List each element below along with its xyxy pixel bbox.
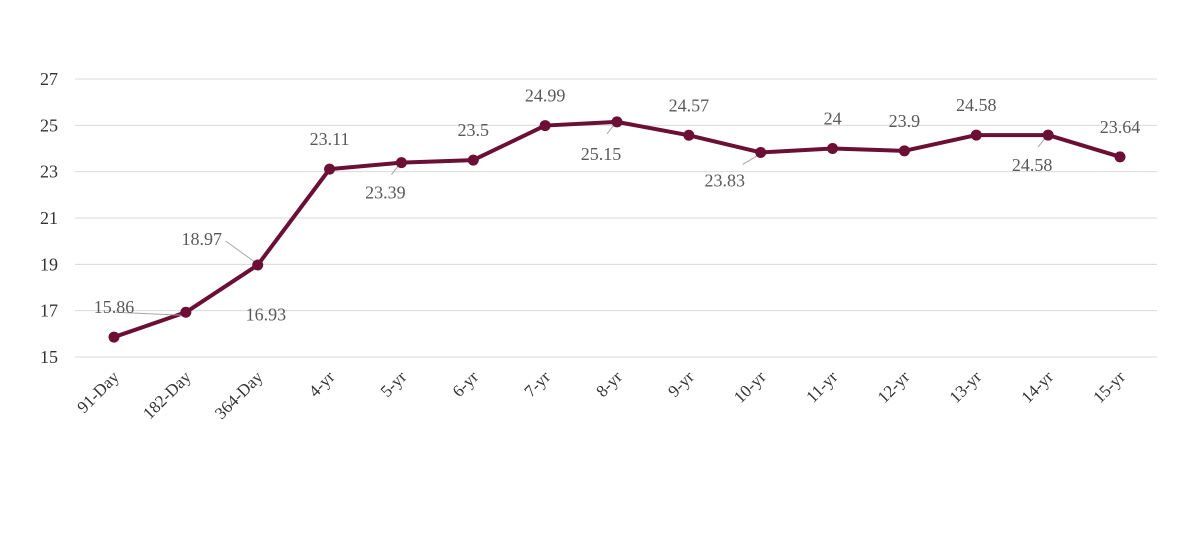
y-tick-label: 27 [40,69,58,89]
data-point [395,157,407,169]
data-point [324,163,336,175]
x-tick-label: 9-yr [664,367,698,401]
y-tick-label: 21 [40,208,58,228]
data-label: 23.64 [1100,117,1141,137]
y-tick-label: 15 [40,347,58,367]
data-label: 24 [824,109,842,129]
data-label: 24.99 [525,86,566,106]
label-leader-line [742,155,758,165]
y-tick-label: 23 [40,162,58,182]
data-point [827,143,839,154]
label-leader-line [391,165,399,175]
data-label: 23.9 [889,111,921,131]
y-tick-label: 19 [40,254,58,274]
label-leader-line [115,311,183,316]
data-label: 16.93 [246,304,287,324]
y-tick-label: 25 [40,115,58,135]
data-label: 24.58 [1012,155,1053,175]
data-point [108,331,120,343]
data-label: 23.83 [704,170,745,190]
x-tick-label: 7-yr [521,367,555,401]
x-tick-label: 5-yr [377,367,411,401]
data-point [1042,129,1054,141]
data-point [180,306,192,318]
data-point [683,129,695,141]
x-tick-label: 6-yr [449,367,483,401]
x-tick-label: 91-Day [73,367,123,417]
data-label: 23.5 [458,120,490,140]
y-tick-label: 17 [40,301,58,321]
data-point [252,259,264,271]
data-label: 23.39 [365,183,406,203]
data-point [467,154,479,166]
data-point [970,129,982,141]
x-tick-label: 4-yr [305,367,339,401]
label-leader-line [225,240,256,263]
data-point [611,116,623,128]
x-tick-label: 11-yr [802,367,841,406]
data-label: 23.11 [310,129,350,149]
data-point [898,145,910,157]
data-label: 25.15 [581,144,622,164]
data-point [755,146,767,158]
data-label: 24.57 [669,95,710,115]
x-tick-label: 182-Day [139,367,195,423]
data-point [1114,151,1126,163]
x-tick-label: 10-yr [730,367,770,407]
x-tick-label: 364-Day [211,367,267,423]
x-tick-label: 8-yr [592,367,626,401]
label-leader-line [1037,137,1046,148]
x-tick-label: 13-yr [946,367,986,407]
data-label: 15.86 [94,297,135,317]
x-tick-label: 14-yr [1017,367,1057,407]
x-tick-label: 15-yr [1089,367,1129,407]
data-label: 18.97 [181,229,222,249]
data-label: 24.58 [956,95,997,115]
x-tick-label: 12-yr [874,367,914,407]
data-point [539,120,551,132]
label-leader-line [606,124,615,135]
